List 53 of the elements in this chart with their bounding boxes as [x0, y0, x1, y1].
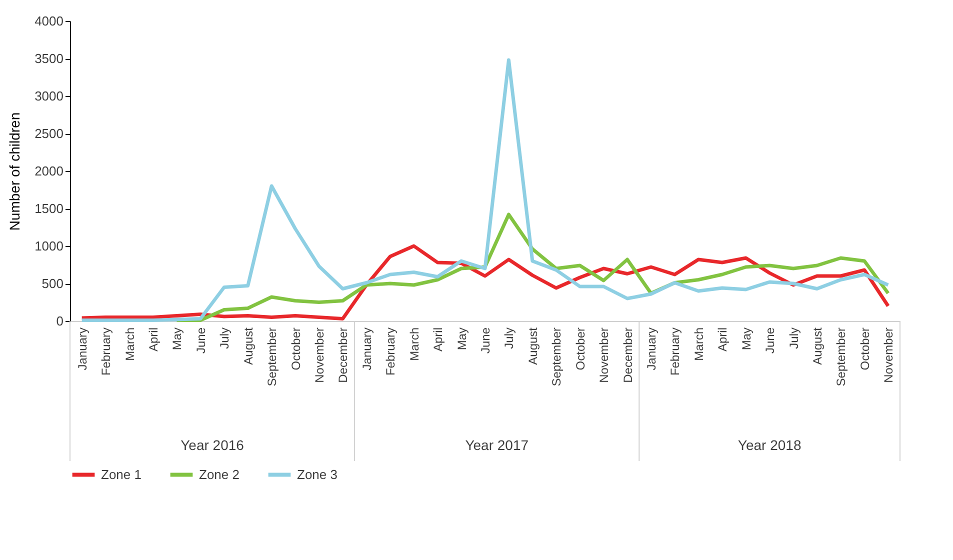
y-tick-label: 3000: [34, 88, 64, 104]
x-tick-label: March: [407, 328, 422, 361]
y-tick-label: 1500: [34, 201, 64, 216]
x-tick-label: November: [312, 328, 326, 383]
text: Year 2018: [738, 437, 802, 453]
x-tick-label: October: [858, 328, 872, 370]
x-tick-label: June: [478, 327, 492, 354]
x-tick-label: April: [146, 328, 160, 352]
y-tick-label: 4000: [34, 14, 64, 28]
y-tick-label: 500: [42, 276, 64, 291]
x-tick-label: October: [288, 328, 303, 370]
x-tick-label: July: [786, 328, 801, 349]
legend-label: Zone 1: [101, 466, 142, 482]
x-tick-label: August: [810, 326, 824, 365]
x-tick-label: August: [241, 326, 256, 365]
x-tick-label: May: [170, 328, 184, 350]
y-tick-label: 0: [56, 314, 64, 328]
x-tick-label: January: [644, 328, 658, 370]
line-series: [80, 58, 890, 322]
x-tick-label: January: [360, 328, 374, 370]
line-series: [80, 244, 890, 320]
x-tick-label: November: [597, 328, 612, 383]
x-tick-label: February: [384, 328, 398, 376]
legend-label: Zone 3: [297, 466, 338, 482]
x-tick-label: December: [336, 328, 350, 383]
x-tick-label: April: [431, 328, 446, 352]
x-tick-label: May: [454, 328, 469, 350]
x-tick-label: April: [716, 328, 730, 352]
x-tick-label: July: [502, 328, 516, 349]
x-tick-label: July: [218, 328, 232, 349]
x-tick-label: March: [122, 328, 137, 361]
x-tick-label: December: [620, 328, 635, 383]
x-tick-label: November: [882, 328, 896, 383]
x-tick-label: June: [763, 327, 778, 354]
x-tick-label: February: [668, 328, 682, 376]
x-tick-label: June: [194, 327, 208, 354]
x-tick-label: August: [526, 326, 540, 365]
y-tick-label: 2500: [34, 126, 64, 141]
x-tick-label: October: [573, 328, 588, 370]
x-tick-label: September: [834, 328, 848, 386]
y-axis-title: Number of children: [6, 112, 23, 231]
text: Year 2016: [180, 437, 244, 453]
x-tick-label: March: [692, 328, 706, 361]
legend-label: Zone 2: [199, 466, 240, 482]
x-tick-label: February: [99, 328, 114, 376]
x-tick-label: September: [550, 328, 564, 386]
x-tick-label: January: [75, 328, 90, 370]
y-tick-label: 2000: [34, 164, 64, 178]
x-tick-label: September: [265, 328, 280, 386]
x-tick-label: May: [739, 328, 754, 350]
y-tick-label: 1000: [34, 238, 64, 254]
y-tick-label: 3500: [34, 51, 64, 66]
text: Year 2017: [465, 437, 529, 453]
